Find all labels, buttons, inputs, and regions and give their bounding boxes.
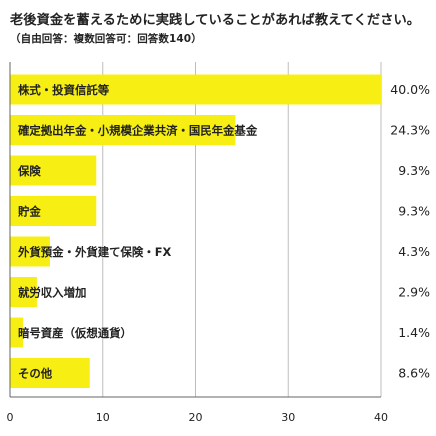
category-label-5: 外貨預金・外貨建て保険・FX bbox=[17, 245, 171, 259]
bar-3 bbox=[10, 155, 97, 186]
category-label-4: 貯金 bbox=[18, 205, 41, 219]
category-label-7: 暗号資産（仮想通貨） bbox=[18, 326, 132, 340]
bar-8 bbox=[10, 358, 90, 388]
value-label-3: 9.3% bbox=[398, 163, 430, 178]
chart-subtitle: （自由回答：複数回答可：回答数140） bbox=[10, 33, 202, 45]
value-label-7: 1.4% bbox=[398, 325, 430, 340]
value-label-2: 24.3% bbox=[390, 123, 430, 138]
bar-5 bbox=[10, 236, 50, 267]
category-label-3: 保険 bbox=[17, 164, 41, 178]
x-tick-label-30: 30 bbox=[281, 411, 295, 424]
bar-2 bbox=[10, 115, 236, 145]
bar-7 bbox=[10, 317, 23, 348]
value-label-1: 40.0% bbox=[390, 82, 430, 97]
value-label-4: 9.3% bbox=[398, 204, 430, 219]
value-label-6: 2.9% bbox=[398, 285, 430, 300]
bar-1 bbox=[10, 74, 381, 105]
value-label-8: 8.6% bbox=[398, 366, 430, 381]
x-tick-label-0: 0 bbox=[7, 411, 14, 424]
category-label-1: 株式・投資信託等 bbox=[18, 83, 110, 97]
category-label-8: その他 bbox=[18, 367, 53, 381]
chart-title: 老後資金を蓄えるために実践していることがあれば教えてください。 bbox=[10, 13, 421, 28]
category-label-2: 確定拠出年金・小規模企業共済・国民年金基金 bbox=[18, 124, 258, 138]
category-label-6: 就労収入増加 bbox=[18, 286, 86, 300]
x-tick-label-10: 10 bbox=[96, 411, 110, 424]
bar-4 bbox=[10, 196, 97, 226]
bar-6 bbox=[10, 277, 37, 307]
value-label-5: 4.3% bbox=[398, 244, 430, 259]
x-tick-label-40: 40 bbox=[374, 411, 388, 424]
x-tick-label-20: 20 bbox=[189, 411, 203, 424]
